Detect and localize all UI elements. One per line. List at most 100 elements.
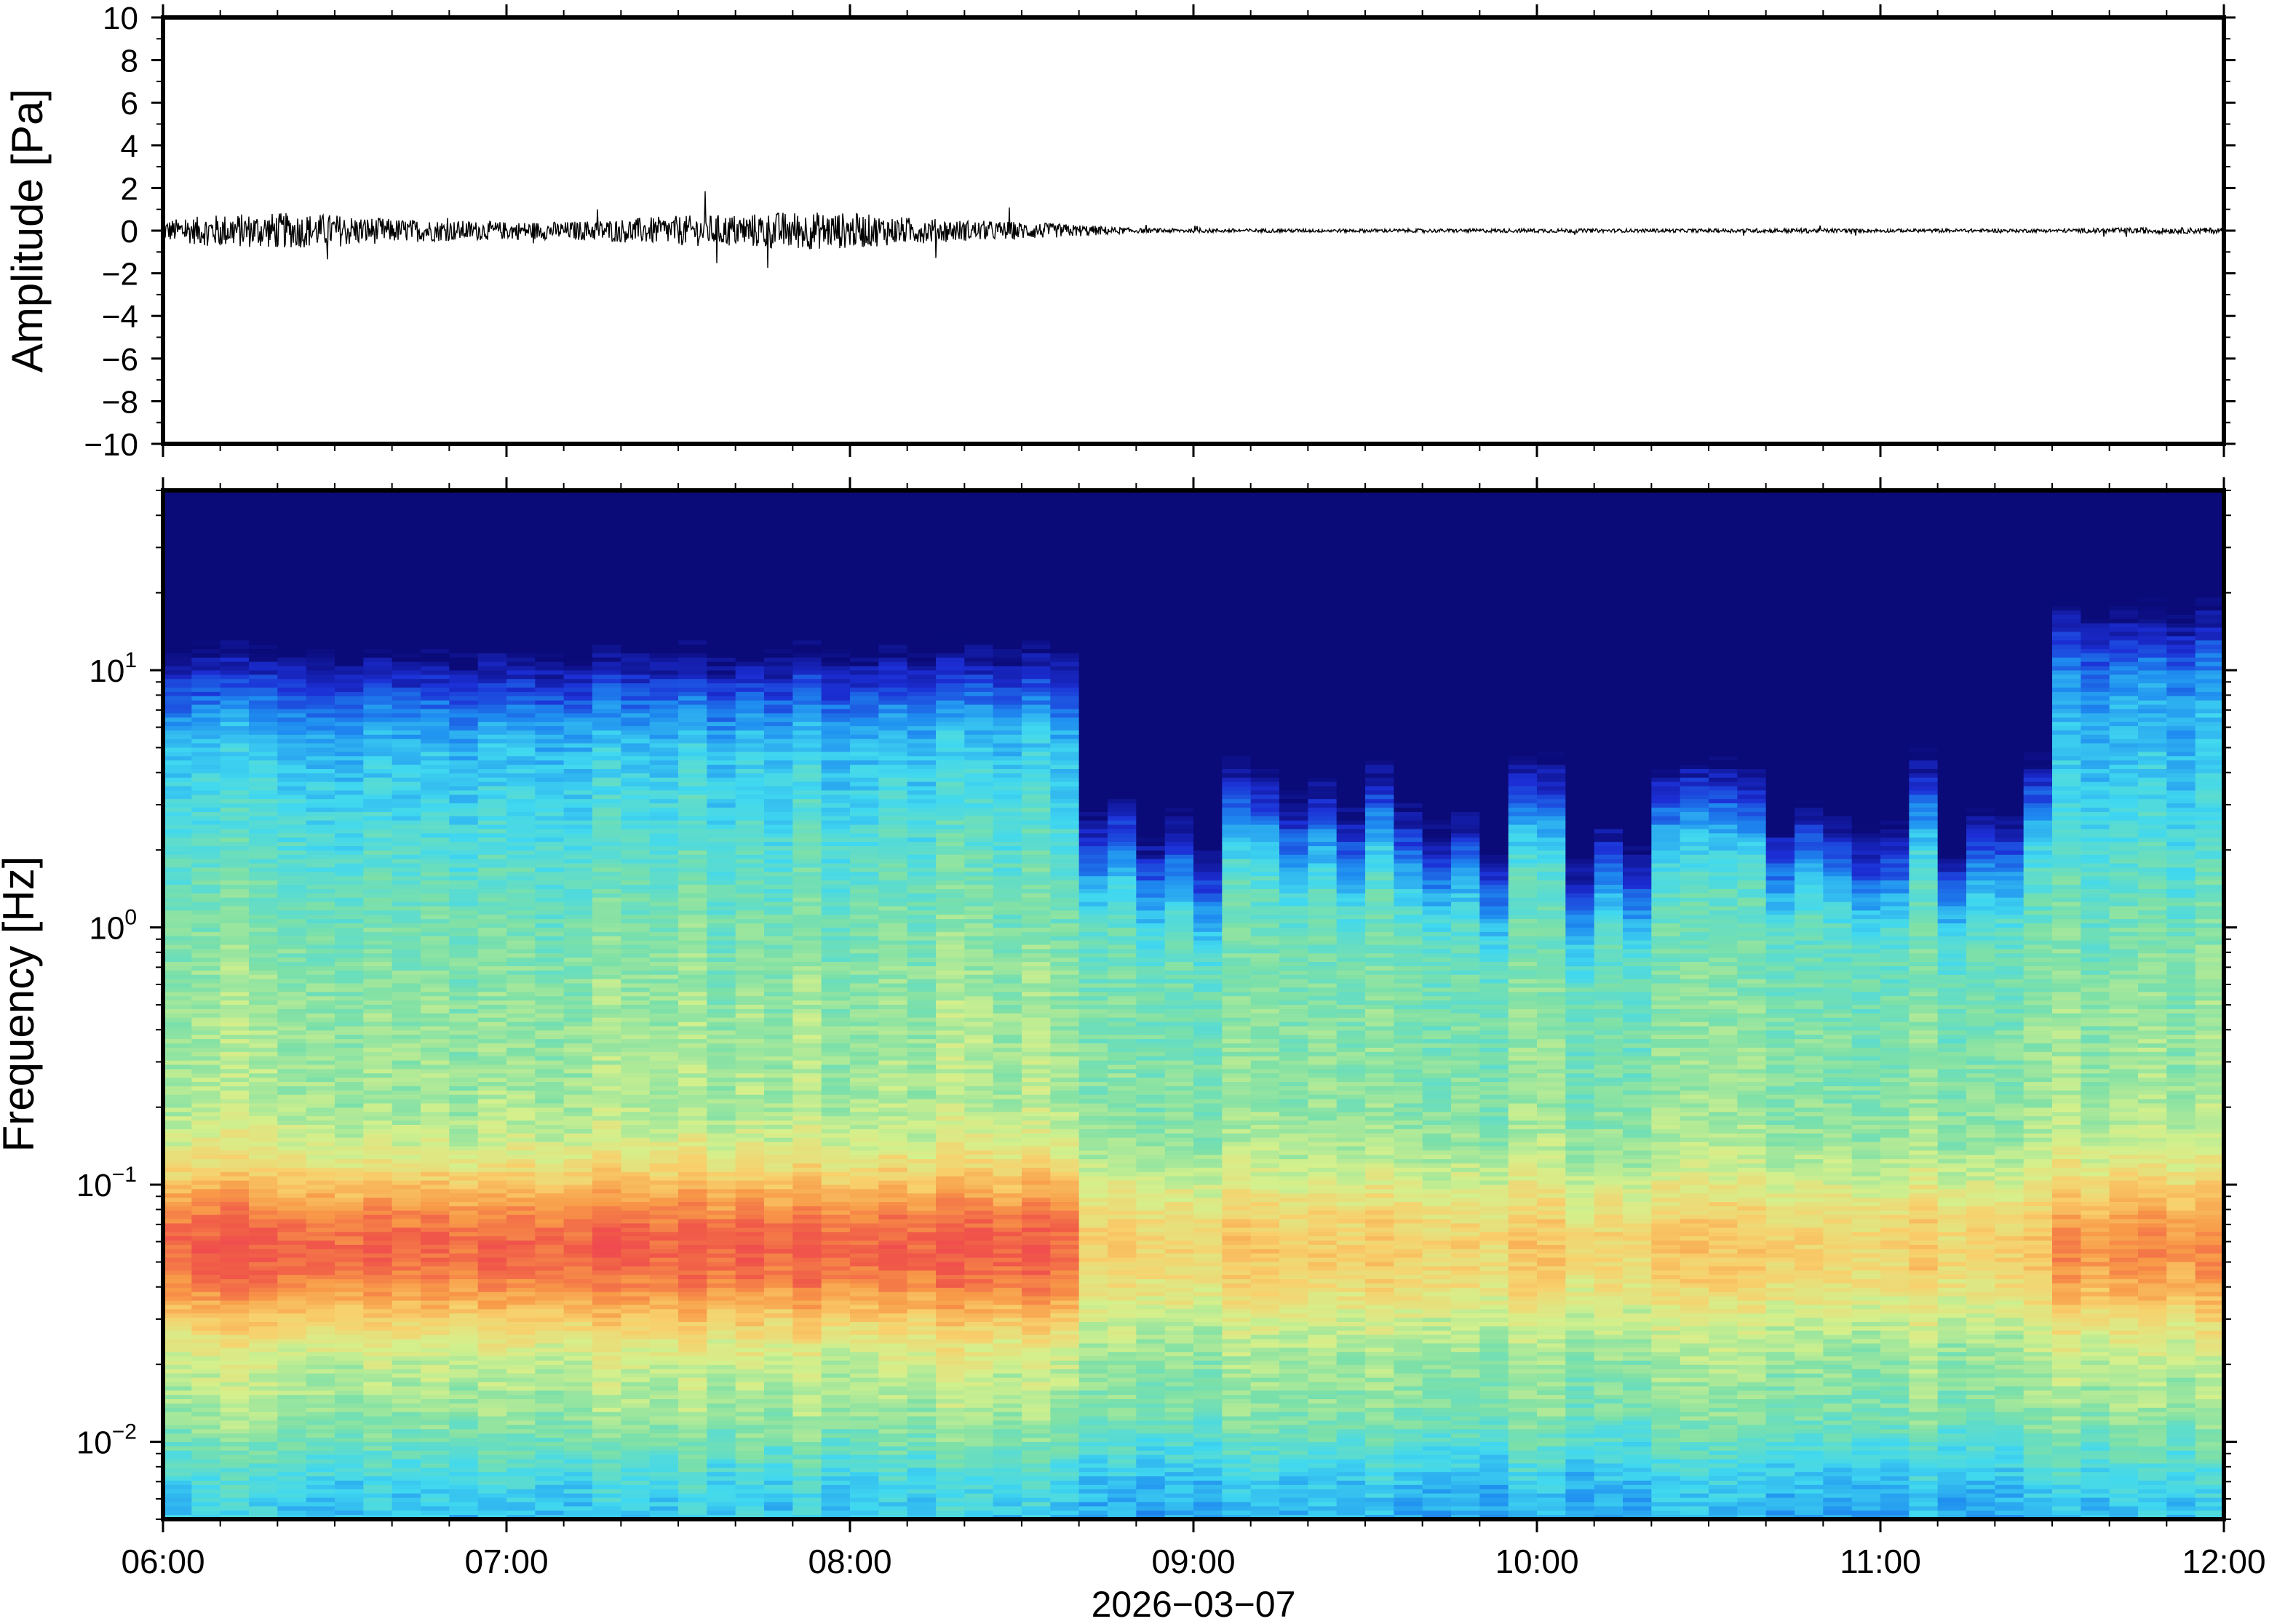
spectrogram-cell [335, 747, 364, 752]
spectrogram-cell [191, 507, 221, 513]
spectrogram-cell [163, 602, 192, 607]
spectrogram-cell [592, 1146, 621, 1151]
spectrogram-cell [220, 1198, 250, 1203]
spectrogram-cell [392, 760, 421, 765]
spectrogram-cell [363, 1159, 393, 1164]
spectrogram-cell [220, 756, 250, 761]
spectrogram-cell [678, 790, 707, 795]
spectrogram-cell [191, 1202, 221, 1207]
spectrogram-cell [191, 1039, 221, 1044]
spectrogram-cell [191, 923, 221, 928]
spectrogram-cell [306, 503, 335, 509]
spectrogram-cell [220, 1241, 250, 1246]
spectrogram-cell [249, 1236, 278, 1241]
spectrogram-cell [163, 1227, 192, 1233]
spectrogram-cell [306, 576, 335, 581]
spectrogram-cell [735, 636, 765, 641]
spectrogram-cell [220, 1497, 250, 1503]
spectrogram-cell [277, 893, 307, 899]
spectrogram-cell [477, 498, 507, 504]
spectrogram-cell [477, 1219, 507, 1225]
spectrogram-cell [249, 1321, 278, 1327]
spectrogram-cell [163, 885, 192, 890]
spectrogram-cell [649, 919, 679, 924]
spectrogram-cell [363, 1412, 393, 1417]
spectrogram-cell [649, 1000, 679, 1006]
spectrogram-cell [392, 1291, 421, 1297]
spectrogram-cell [220, 529, 250, 534]
spectrogram-cell [592, 700, 621, 706]
spectrogram-cell [449, 730, 479, 736]
amplitude-y-tick-label: −2 [102, 257, 138, 292]
spectrogram-cell [449, 1313, 479, 1318]
spectrogram-cell [277, 958, 307, 963]
spectrogram-cell [421, 1472, 450, 1477]
spectrogram-cell [421, 1022, 450, 1027]
spectrogram-cell [249, 717, 278, 723]
spectrogram-cell [449, 1150, 479, 1155]
spectrogram-cell [621, 1000, 651, 1006]
spectrogram-cell [449, 1390, 479, 1396]
spectrogram-cell [335, 1361, 364, 1366]
spectrogram-cell [707, 1155, 736, 1160]
spectrogram-cell [678, 1433, 707, 1438]
spectrogram-cell [306, 824, 335, 830]
spectrogram-cell [191, 807, 221, 813]
spectrogram-cell [191, 529, 221, 534]
spectrogram-cell [306, 537, 335, 543]
spectrogram-cell [621, 1078, 651, 1083]
spectrogram-cell [563, 996, 593, 1001]
spectrogram-cell [249, 1489, 278, 1494]
spectrogram-cell [592, 541, 621, 547]
spectrogram-cell [306, 1244, 335, 1250]
spectrogram-cell [649, 1005, 679, 1010]
spectrogram-cell [335, 1039, 364, 1044]
spectrogram-cell [335, 1129, 364, 1134]
spectrogram-cell [163, 541, 192, 547]
spectrogram-cell [363, 704, 393, 710]
spectrogram-cell [649, 1348, 679, 1353]
spectrogram-cell [563, 1321, 593, 1327]
spectrogram-cell [477, 1155, 507, 1160]
spectrogram-cell [563, 1013, 593, 1019]
spectrogram-cell [220, 854, 250, 860]
spectrogram-cell [306, 614, 335, 620]
spectrogram-cell [363, 636, 393, 641]
spectrogram-cell [592, 768, 621, 774]
spectrogram-cell [191, 576, 221, 581]
spectrogram-cell [363, 760, 393, 765]
spectrogram-cell [163, 781, 192, 787]
spectrogram-cell [421, 610, 450, 616]
spectrogram-cell [163, 623, 192, 629]
spectrogram-cell [392, 1502, 421, 1507]
spectrogram-cell [563, 584, 593, 590]
spectrogram-cell [477, 520, 507, 525]
spectrogram-cell [535, 1300, 565, 1306]
spectrogram-cell [621, 666, 651, 672]
spectrogram-cell [249, 1030, 278, 1035]
spectrogram-cell [163, 1167, 192, 1173]
spectrogram-cell [678, 704, 707, 710]
spectrogram-cell [477, 1180, 507, 1186]
spectrogram-cell [707, 1305, 736, 1310]
spectrogram-cell [449, 1364, 479, 1370]
spectrogram-cell [421, 944, 450, 950]
spectrogram-cell [163, 1425, 192, 1430]
spectrogram-cell [335, 786, 364, 792]
spectrogram-cell [678, 773, 707, 779]
spectrogram-cell [535, 1107, 565, 1112]
spectrogram-cell [707, 1013, 736, 1019]
spectrogram-cell [592, 1390, 621, 1396]
spectrogram-cell [335, 901, 364, 907]
spectrogram-cell [678, 940, 707, 946]
spectrogram-cell [506, 923, 536, 928]
spectrogram-cell [421, 1223, 450, 1228]
spectrogram-cell [649, 1343, 679, 1348]
spectrogram-cell [506, 1369, 536, 1374]
spectrogram-cell [621, 1198, 651, 1203]
spectrogram-cell [563, 854, 593, 860]
spectrogram-cell [363, 1047, 393, 1053]
spectrogram-cell [477, 1189, 507, 1194]
spectrogram-cell [563, 1459, 593, 1465]
spectrogram-cell [335, 756, 364, 761]
